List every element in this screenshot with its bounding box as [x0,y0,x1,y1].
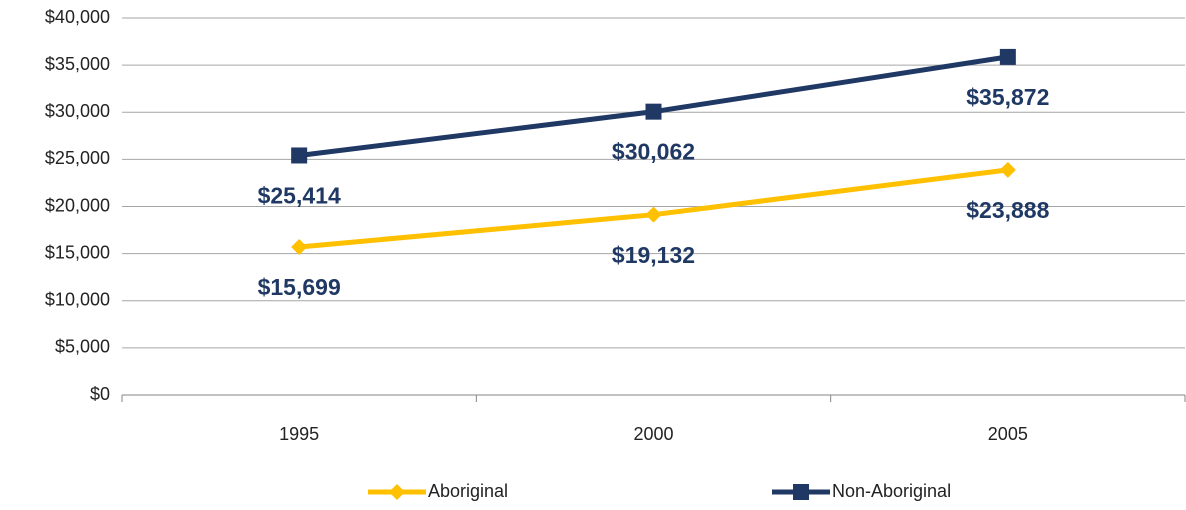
data-label: $15,699 [258,274,341,300]
point [999,48,1016,65]
point [291,147,308,164]
x-tick-label: 2005 [988,424,1028,444]
data-label: $30,062 [612,139,695,165]
point [645,206,662,223]
point [645,103,662,120]
x-tick-label: 2000 [633,424,673,444]
y-tick-label: $40,000 [45,7,110,27]
y-tick-label: $15,000 [45,242,110,262]
y-tick-label: $30,000 [45,101,110,121]
data-label: $23,888 [966,197,1049,223]
y-tick-label: $0 [90,384,110,404]
point [291,239,308,256]
y-tick-label: $5,000 [55,337,110,357]
y-tick-label: $10,000 [45,290,110,310]
data-label: $19,132 [612,242,695,268]
x-tick-label: 1995 [279,424,319,444]
point [999,161,1016,178]
data-label: $35,872 [966,84,1049,110]
legend-label: Aboriginal [428,481,508,501]
y-tick-label: $20,000 [45,195,110,215]
legend-label: Non-Aboriginal [832,481,951,501]
data-label: $25,414 [258,183,341,209]
y-tick-label: $25,000 [45,148,110,168]
legend-marker [793,484,809,500]
y-tick-label: $35,000 [45,54,110,74]
legend-marker [389,484,405,500]
